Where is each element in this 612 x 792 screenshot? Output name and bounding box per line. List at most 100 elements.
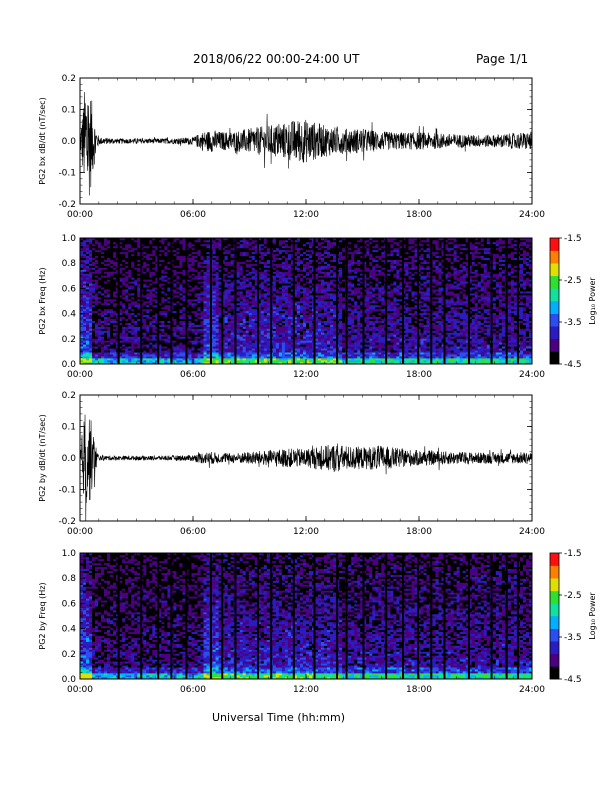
heatmap-cell [213,315,216,317]
heatmap-cell [134,289,137,291]
heatmap-cell [110,307,113,309]
heatmap-cell [264,260,267,262]
heatmap-cell [228,311,231,313]
heatmap-cell [201,258,204,260]
heatmap-cell [249,246,252,248]
heatmap-cell [134,295,137,297]
heatmap-cell [164,354,167,356]
heatmap-cell [167,338,170,340]
heatmap-cell [201,334,204,336]
heatmap-cell [95,240,98,242]
heatmap-cell [182,325,185,327]
heatmap-cell [149,250,152,252]
heatmap-cell [134,333,137,335]
heatmap-cell [107,244,110,246]
heatmap-cell [204,313,207,315]
heatmap-cell [225,325,228,327]
heatmap-cell [164,252,167,254]
heatmap-cell [89,331,92,333]
heatmap-cell [191,279,194,281]
heatmap-cell [167,315,170,317]
heatmap-cell [137,289,140,291]
heatmap-cell [152,268,155,270]
heatmap-cell [240,329,243,331]
heatmap-cell [198,287,201,289]
heatmap-cell [131,334,134,336]
heatmap-cell [98,333,101,335]
heatmap-cell [86,266,89,268]
heatmap-cell [195,252,198,254]
heatmap-cell [143,352,146,354]
heatmap-cell [246,333,249,335]
heatmap-cell [92,325,95,327]
heatmap-cell [204,305,207,307]
heatmap-cell [137,258,140,260]
heatmap-cell [83,331,86,333]
heatmap-cell [107,281,110,283]
heatmap-cell [92,264,95,266]
heatmap-cell [167,285,170,287]
heatmap-cell [92,254,95,256]
heatmap-cell [207,273,210,275]
heatmap-cell [89,258,92,260]
heatmap-cell [122,254,125,256]
heatmap-cell [101,350,104,352]
heatmap-cell [137,336,140,338]
heatmap-cell [161,248,164,250]
heatmap-cell [146,289,149,291]
heatmap-cell [228,309,231,311]
heatmap-cell [143,346,146,348]
heatmap-cell [110,273,113,275]
heatmap-cell [240,268,243,270]
heatmap-cell [137,323,140,325]
heatmap-cell [173,283,176,285]
heatmap-cell [128,315,131,317]
heatmap-cell [237,319,240,321]
heatmap-cell [249,266,252,268]
heatmap-cell [201,254,204,256]
heatmap-cell [167,268,170,270]
heatmap-cell [143,268,146,270]
heatmap-cell [104,303,107,305]
heatmap-cell [122,303,125,305]
heatmap-cell [122,327,125,329]
heatmap-cell [267,293,270,295]
heatmap-cell [216,354,219,356]
heatmap-cell [137,342,140,344]
heatmap-cell [164,287,167,289]
heatmap-cell [237,350,240,352]
heatmap-cell [107,270,110,272]
heatmap-cell [273,271,276,273]
heatmap-cell [143,309,146,311]
heatmap-cell [86,346,89,348]
heatmap-cell [161,246,164,248]
heatmap-cell [86,319,89,321]
heatmap-cell [149,256,152,258]
heatmap-cell [191,354,194,356]
heatmap-cell [195,303,198,305]
heatmap-cell [122,305,125,307]
heatmap-cell [207,270,210,272]
heatmap-cell [167,246,170,248]
heatmap-cell [191,252,194,254]
heatmap-cell [252,301,255,303]
heatmap-cell [182,275,185,277]
heatmap-cell [83,254,86,256]
heatmap-cell [240,340,243,342]
heatmap-cell [213,262,216,264]
heatmap-cell [237,317,240,319]
heatmap-cell [128,293,131,295]
heatmap-cell [261,242,264,244]
heatmap-cell [128,256,131,258]
heatmap-cell [104,262,107,264]
heatmap-cell [143,325,146,327]
heatmap-cell [195,270,198,272]
heatmap-cell [95,350,98,352]
heatmap-cell [149,252,152,254]
heatmap-cell [125,331,128,333]
heatmap-cell [225,240,228,242]
heatmap-cell [146,271,149,273]
heatmap-cell [173,291,176,293]
heatmap-cell [95,354,98,356]
heatmap-cell [228,289,231,291]
